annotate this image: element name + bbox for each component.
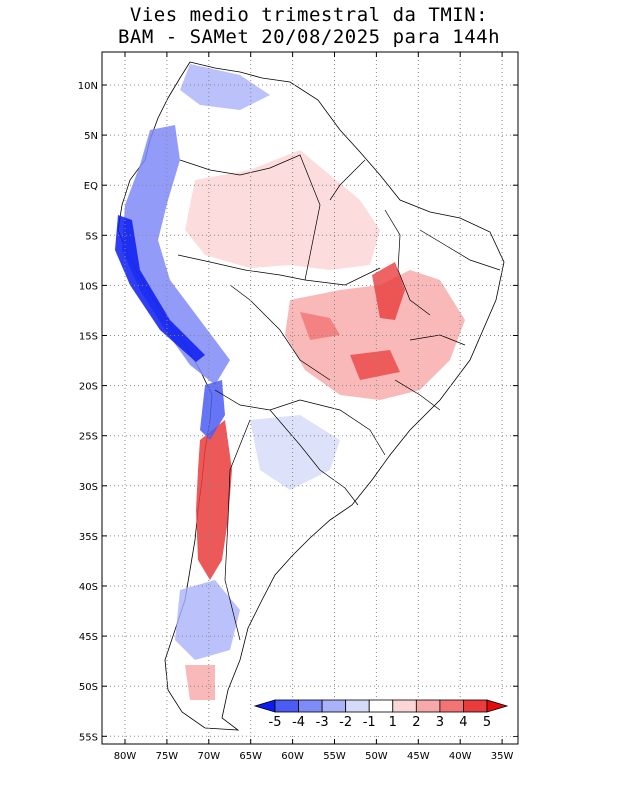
map-frame xyxy=(101,51,519,745)
lat-label: 50S xyxy=(79,682,98,693)
lon-label: 60W xyxy=(281,751,304,762)
bias-field xyxy=(115,61,505,731)
patagonia-cold-bias xyxy=(175,580,240,660)
lat-label: 20S xyxy=(79,382,98,393)
colorbar-label: 5 xyxy=(483,715,491,730)
colorbar-label: 2 xyxy=(412,715,420,730)
lat-label: 40S xyxy=(79,582,98,593)
chile-central-cold-bias xyxy=(200,380,225,440)
colorbar-label: -2 xyxy=(339,715,352,730)
colorbar-swatch xyxy=(321,699,347,713)
venezuela-cold-bias xyxy=(180,64,270,110)
lat-label: EQ xyxy=(84,181,98,192)
lon-label: 50W xyxy=(365,751,388,762)
chile-andes-warm-bias xyxy=(196,420,232,580)
lat-label: 30S xyxy=(79,482,98,493)
colorbar-swatch xyxy=(463,699,488,713)
colorbar-swatch xyxy=(345,699,370,713)
colorbar-label: -4 xyxy=(292,715,305,730)
minas-warm-bias xyxy=(350,350,400,380)
country-borders xyxy=(177,154,501,641)
lat-label: 25S xyxy=(79,432,98,443)
colorbar-swatch xyxy=(298,699,323,713)
colorbar-arrow-right xyxy=(486,699,509,713)
bahia-strong-warm-bias xyxy=(372,262,405,320)
andes-cold-bias xyxy=(122,125,230,385)
colorbar-swatch xyxy=(439,699,464,713)
colorbar-label: -5 xyxy=(269,715,282,730)
lon-label: 55W xyxy=(323,751,346,762)
map-title-line1: Vies medio trimestral da TMIN: xyxy=(129,4,489,26)
lat-label: 55S xyxy=(79,732,98,743)
lat-label: 35S xyxy=(79,532,98,543)
lat-label: 10N xyxy=(78,81,98,92)
map-title-line2: BAM - SAMet 20/08/2025 para 144h xyxy=(117,26,501,48)
south-patagonia-warm-bias xyxy=(185,665,215,700)
colorbar-swatch xyxy=(415,699,441,713)
colorbar-swatch xyxy=(368,699,394,713)
lon-label: 80W xyxy=(114,751,137,762)
lat-label: 15S xyxy=(79,332,98,343)
colorbar-swatch xyxy=(274,699,299,713)
colorbar-label: 1 xyxy=(389,715,397,730)
colorbar-label: -1 xyxy=(363,715,376,730)
lat-label: 5S xyxy=(85,231,98,242)
colorbar-label: -3 xyxy=(316,715,329,730)
amazon-warm-bias xyxy=(185,150,380,270)
lat-label: 10S xyxy=(79,281,98,292)
lat-lon-grid xyxy=(102,52,518,744)
longitude-axis: 80W 75W 70W 65W 60W 55W 50W 45W 40W 35W xyxy=(114,52,514,762)
lat-label: 45S xyxy=(79,632,98,643)
goias-strong-warm-bias xyxy=(300,312,340,340)
lon-label: 65W xyxy=(239,751,262,762)
lon-label: 40W xyxy=(449,751,472,762)
colorbar-label: 3 xyxy=(436,715,444,730)
argentina-cold-bias xyxy=(250,415,340,490)
colorbar-swatch xyxy=(392,699,417,713)
latitude-axis: 10N 5N EQ 5S 10S 15S 20S 25S 30S 35S 40S 45S 50S 55S xyxy=(78,81,518,743)
lon-label: 70W xyxy=(197,751,220,762)
colorbar-label: 4 xyxy=(459,715,467,730)
lon-label: 45W xyxy=(407,751,430,762)
lon-label: 35W xyxy=(491,751,514,762)
lat-label: 5N xyxy=(84,131,98,142)
colorbar: -5 -4 -3 -2 -1 1 2 3 4 5 xyxy=(253,699,517,736)
lon-label: 75W xyxy=(156,751,179,762)
peru-coast-strong-cold-bias xyxy=(115,215,205,362)
